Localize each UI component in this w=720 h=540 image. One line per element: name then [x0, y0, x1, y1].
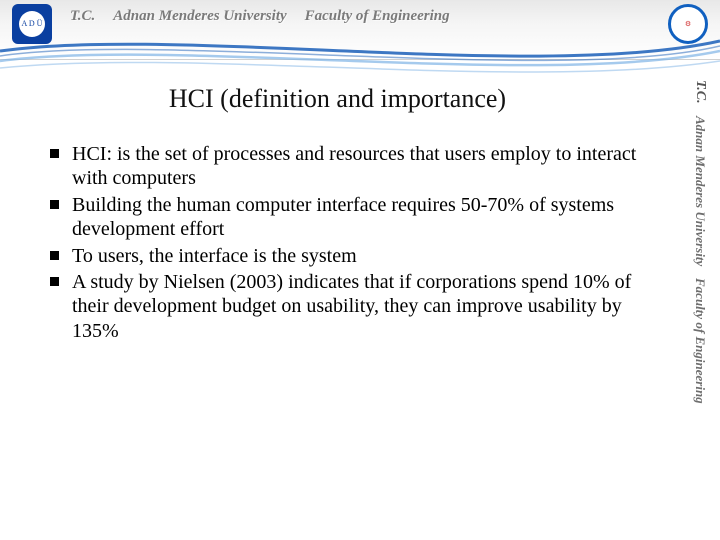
bullet-list: HCI: is the set of processes and resourc… [10, 142, 665, 343]
list-item: Building the human computer interface re… [50, 193, 645, 242]
header-university: Adnan Menderes University [113, 8, 286, 25]
side-watermark: T.C. Adnan Menderes University Faculty o… [680, 60, 720, 540]
slide-header: A D Ü T.C. Adnan Menderes University Fac… [0, 0, 720, 60]
faculty-logo-right: ⚙ [668, 4, 708, 44]
list-item: HCI: is the set of processes and resourc… [50, 142, 645, 191]
university-logo-left: A D Ü [12, 4, 52, 44]
slide-content: HCI (definition and importance) HCI: is … [0, 70, 675, 345]
side-tc: T.C. [692, 80, 708, 104]
header-tc: T.C. [70, 8, 95, 25]
list-item: A study by Nielsen (2003) indicates that… [50, 270, 645, 343]
university-seal-icon: A D Ü [19, 11, 45, 37]
slide-title: HCI (definition and importance) [10, 84, 665, 114]
side-faculty: Faculty of Engineering [692, 278, 708, 404]
faculty-seal-icon: ⚙ [685, 20, 691, 28]
header-text-row: T.C. Adnan Menderes University Faculty o… [70, 8, 650, 25]
header-faculty: Faculty of Engineering [305, 8, 450, 25]
list-item: To users, the interface is the system [50, 244, 645, 268]
side-university: Adnan Menderes University [692, 116, 708, 266]
